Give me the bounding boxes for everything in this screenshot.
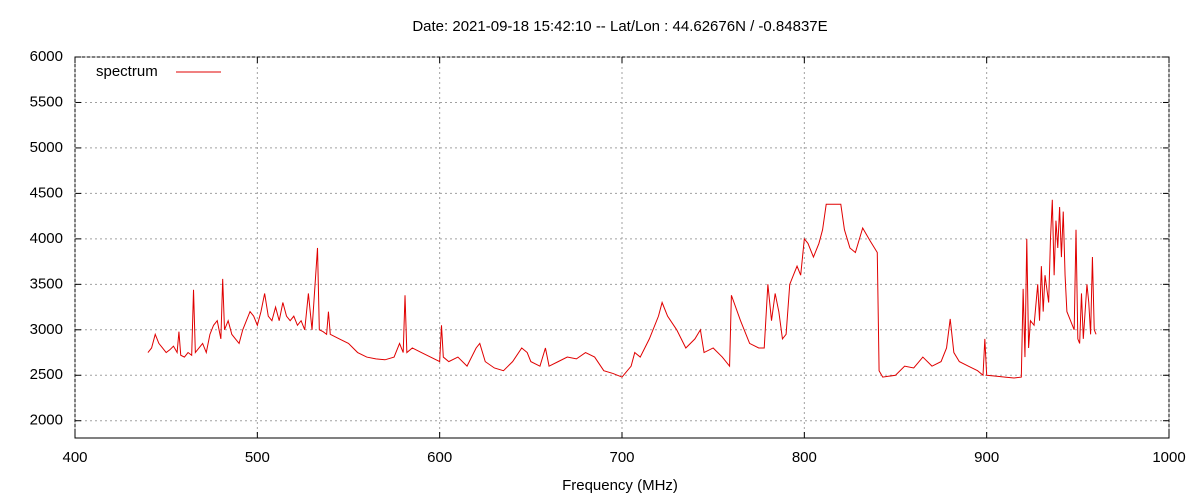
y-tick-label: 6000 bbox=[30, 48, 63, 65]
y-tick-label: 4500 bbox=[30, 184, 63, 201]
x-tick-label: 500 bbox=[245, 449, 270, 466]
x-axis-label: Frequency (MHz) bbox=[562, 477, 678, 494]
x-tick-label: 800 bbox=[792, 449, 817, 466]
x-tick-label: 700 bbox=[609, 449, 634, 466]
x-tick-label: 1000 bbox=[1152, 449, 1185, 466]
x-tick-label: 900 bbox=[974, 449, 999, 466]
y-tick-label: 3500 bbox=[30, 275, 63, 292]
y-tick-label: 5000 bbox=[30, 139, 63, 156]
x-tick-label: 400 bbox=[62, 449, 87, 466]
legend-label: spectrum bbox=[96, 63, 158, 80]
y-tick-label: 5500 bbox=[30, 93, 63, 110]
y-tick-label: 2000 bbox=[30, 412, 63, 429]
line-series bbox=[147, 199, 1097, 379]
chart-title: Date: 2021-09-18 15:42:10 -- Lat/Lon : 4… bbox=[412, 18, 827, 35]
y-tick-label: 2500 bbox=[30, 366, 63, 383]
y-tick-label: 4000 bbox=[30, 230, 63, 247]
x-tick-label: 600 bbox=[427, 449, 452, 466]
y-tick-label: 3000 bbox=[30, 321, 63, 338]
